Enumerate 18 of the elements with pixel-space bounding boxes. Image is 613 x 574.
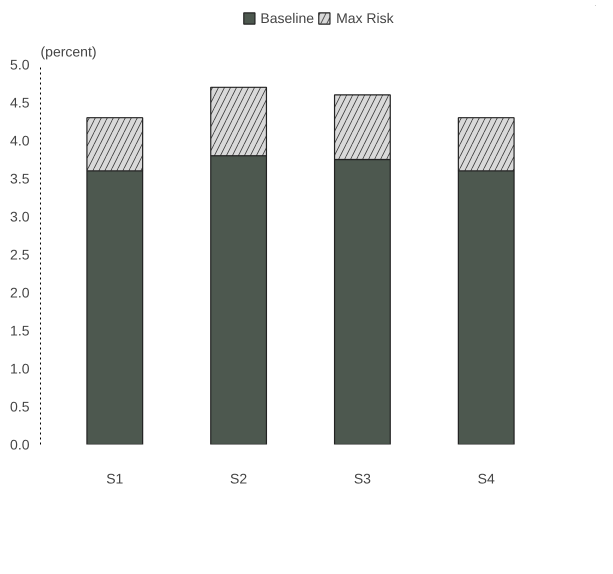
y-tick-label: 3.0: [10, 208, 30, 224]
legend-label: Baseline: [260, 10, 314, 26]
y-tick-label: 1.5: [10, 322, 30, 338]
x-tick-label: S1: [106, 470, 124, 486]
y-tick-label: 2.5: [10, 246, 30, 262]
y-tick-label: 1.0: [10, 360, 30, 376]
x-tick-label: S3: [354, 470, 372, 486]
y-tick-label: 4.0: [10, 132, 30, 148]
y-tick-label: 4.5: [10, 94, 30, 110]
y-tick-label: 0.0: [10, 436, 30, 452]
y-tick-label: 3.5: [10, 170, 30, 186]
y-tick-label: 5.0: [10, 56, 30, 72]
x-tick-label: S4: [478, 470, 495, 486]
y-tick-label: 2.0: [10, 284, 30, 300]
x-tick-label: S2: [230, 470, 248, 486]
legend-label: Max Risk: [336, 10, 394, 26]
y-axis-title: (percent): [40, 44, 97, 60]
y-tick-label: 0.5: [10, 398, 30, 414]
